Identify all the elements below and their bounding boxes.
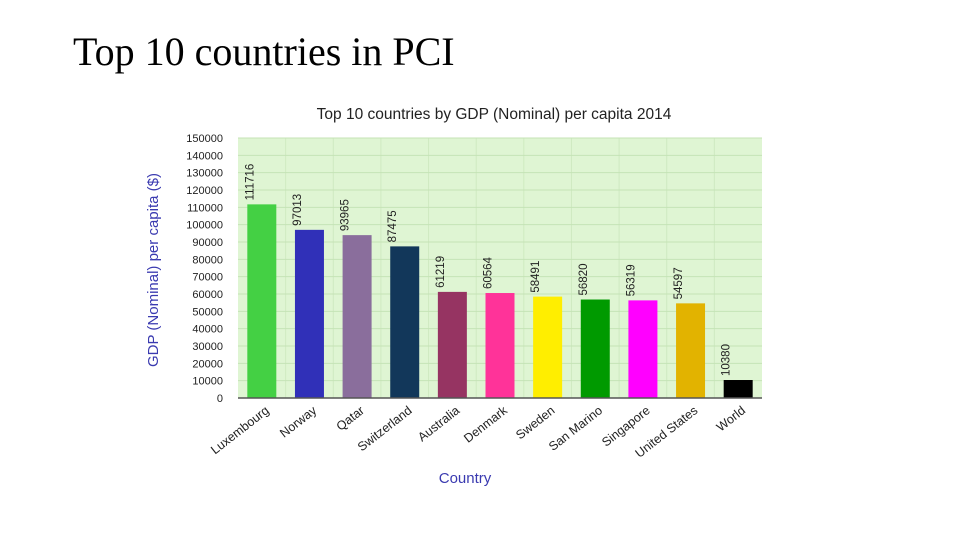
x-tick-label: Australia: [415, 403, 462, 444]
y-tick-label: 150000: [186, 133, 223, 145]
y-tick-label: 0: [217, 393, 223, 405]
bar: [580, 299, 610, 398]
data-label: 56319: [625, 264, 637, 296]
data-label: 111716: [244, 164, 256, 201]
y-tick-label: 50000: [192, 306, 223, 318]
y-tick-label: 130000: [186, 168, 223, 180]
data-label: 10380: [721, 344, 733, 376]
x-tick-label: Sweden: [513, 403, 557, 442]
data-label: 87475: [387, 210, 399, 242]
y-tick-labels: 0 10000 20000 30000 40000 50000 60000 70000 8000…: [186, 133, 223, 405]
y-tick-label: 100000: [186, 220, 223, 232]
y-tick-label: 40000: [192, 324, 223, 336]
data-label: 97013: [292, 194, 304, 226]
y-axis-label: GDP (Nominal) per capita ($): [145, 173, 162, 367]
bar: [390, 246, 420, 398]
y-tick-label: 80000: [192, 254, 223, 266]
y-tick-label: 120000: [186, 185, 223, 197]
x-tick-label: Luxembourg: [208, 403, 271, 457]
bar: [247, 204, 277, 398]
x-tick-label: Denmark: [461, 403, 510, 446]
bar: [485, 293, 515, 398]
bar: [723, 380, 753, 398]
x-tick-label: World: [714, 403, 748, 434]
bar: [342, 235, 372, 398]
y-tick-label: 20000: [192, 358, 223, 370]
y-tick-label: 70000: [192, 272, 223, 284]
y-tick-label: 90000: [192, 237, 223, 249]
y-tick-label: 10000: [192, 376, 223, 388]
x-tick-label: Norway: [277, 403, 320, 441]
data-label: 61219: [435, 256, 447, 288]
chart-title: Top 10 countries by GDP (Nominal) per ca…: [317, 106, 672, 123]
bars: [247, 204, 753, 398]
bar: [437, 291, 467, 398]
y-tick-label: 140000: [186, 150, 223, 162]
data-label: 93965: [340, 199, 352, 231]
x-tick-label: San Marino: [546, 403, 605, 453]
x-axis-label: Country: [439, 470, 492, 487]
grid-lines: [238, 137, 762, 398]
y-tick-label: 30000: [192, 341, 223, 353]
data-label: 54597: [673, 267, 685, 299]
slide-title: Top 10 countries in PCI: [73, 29, 455, 74]
bar: [533, 296, 563, 398]
y-tick-label: 110000: [187, 202, 223, 214]
bar: [676, 303, 706, 398]
data-label: 56820: [578, 264, 590, 296]
data-label: 60564: [483, 256, 495, 289]
data-labels: 111716 97013 93965 87475 61219 60564 58491 5682…: [244, 164, 732, 376]
x-tick-label: Qatar: [334, 403, 367, 433]
bar: [294, 229, 324, 398]
data-label: 58491: [530, 261, 542, 293]
y-tick-label: 60000: [192, 289, 223, 301]
bar: [628, 300, 658, 398]
